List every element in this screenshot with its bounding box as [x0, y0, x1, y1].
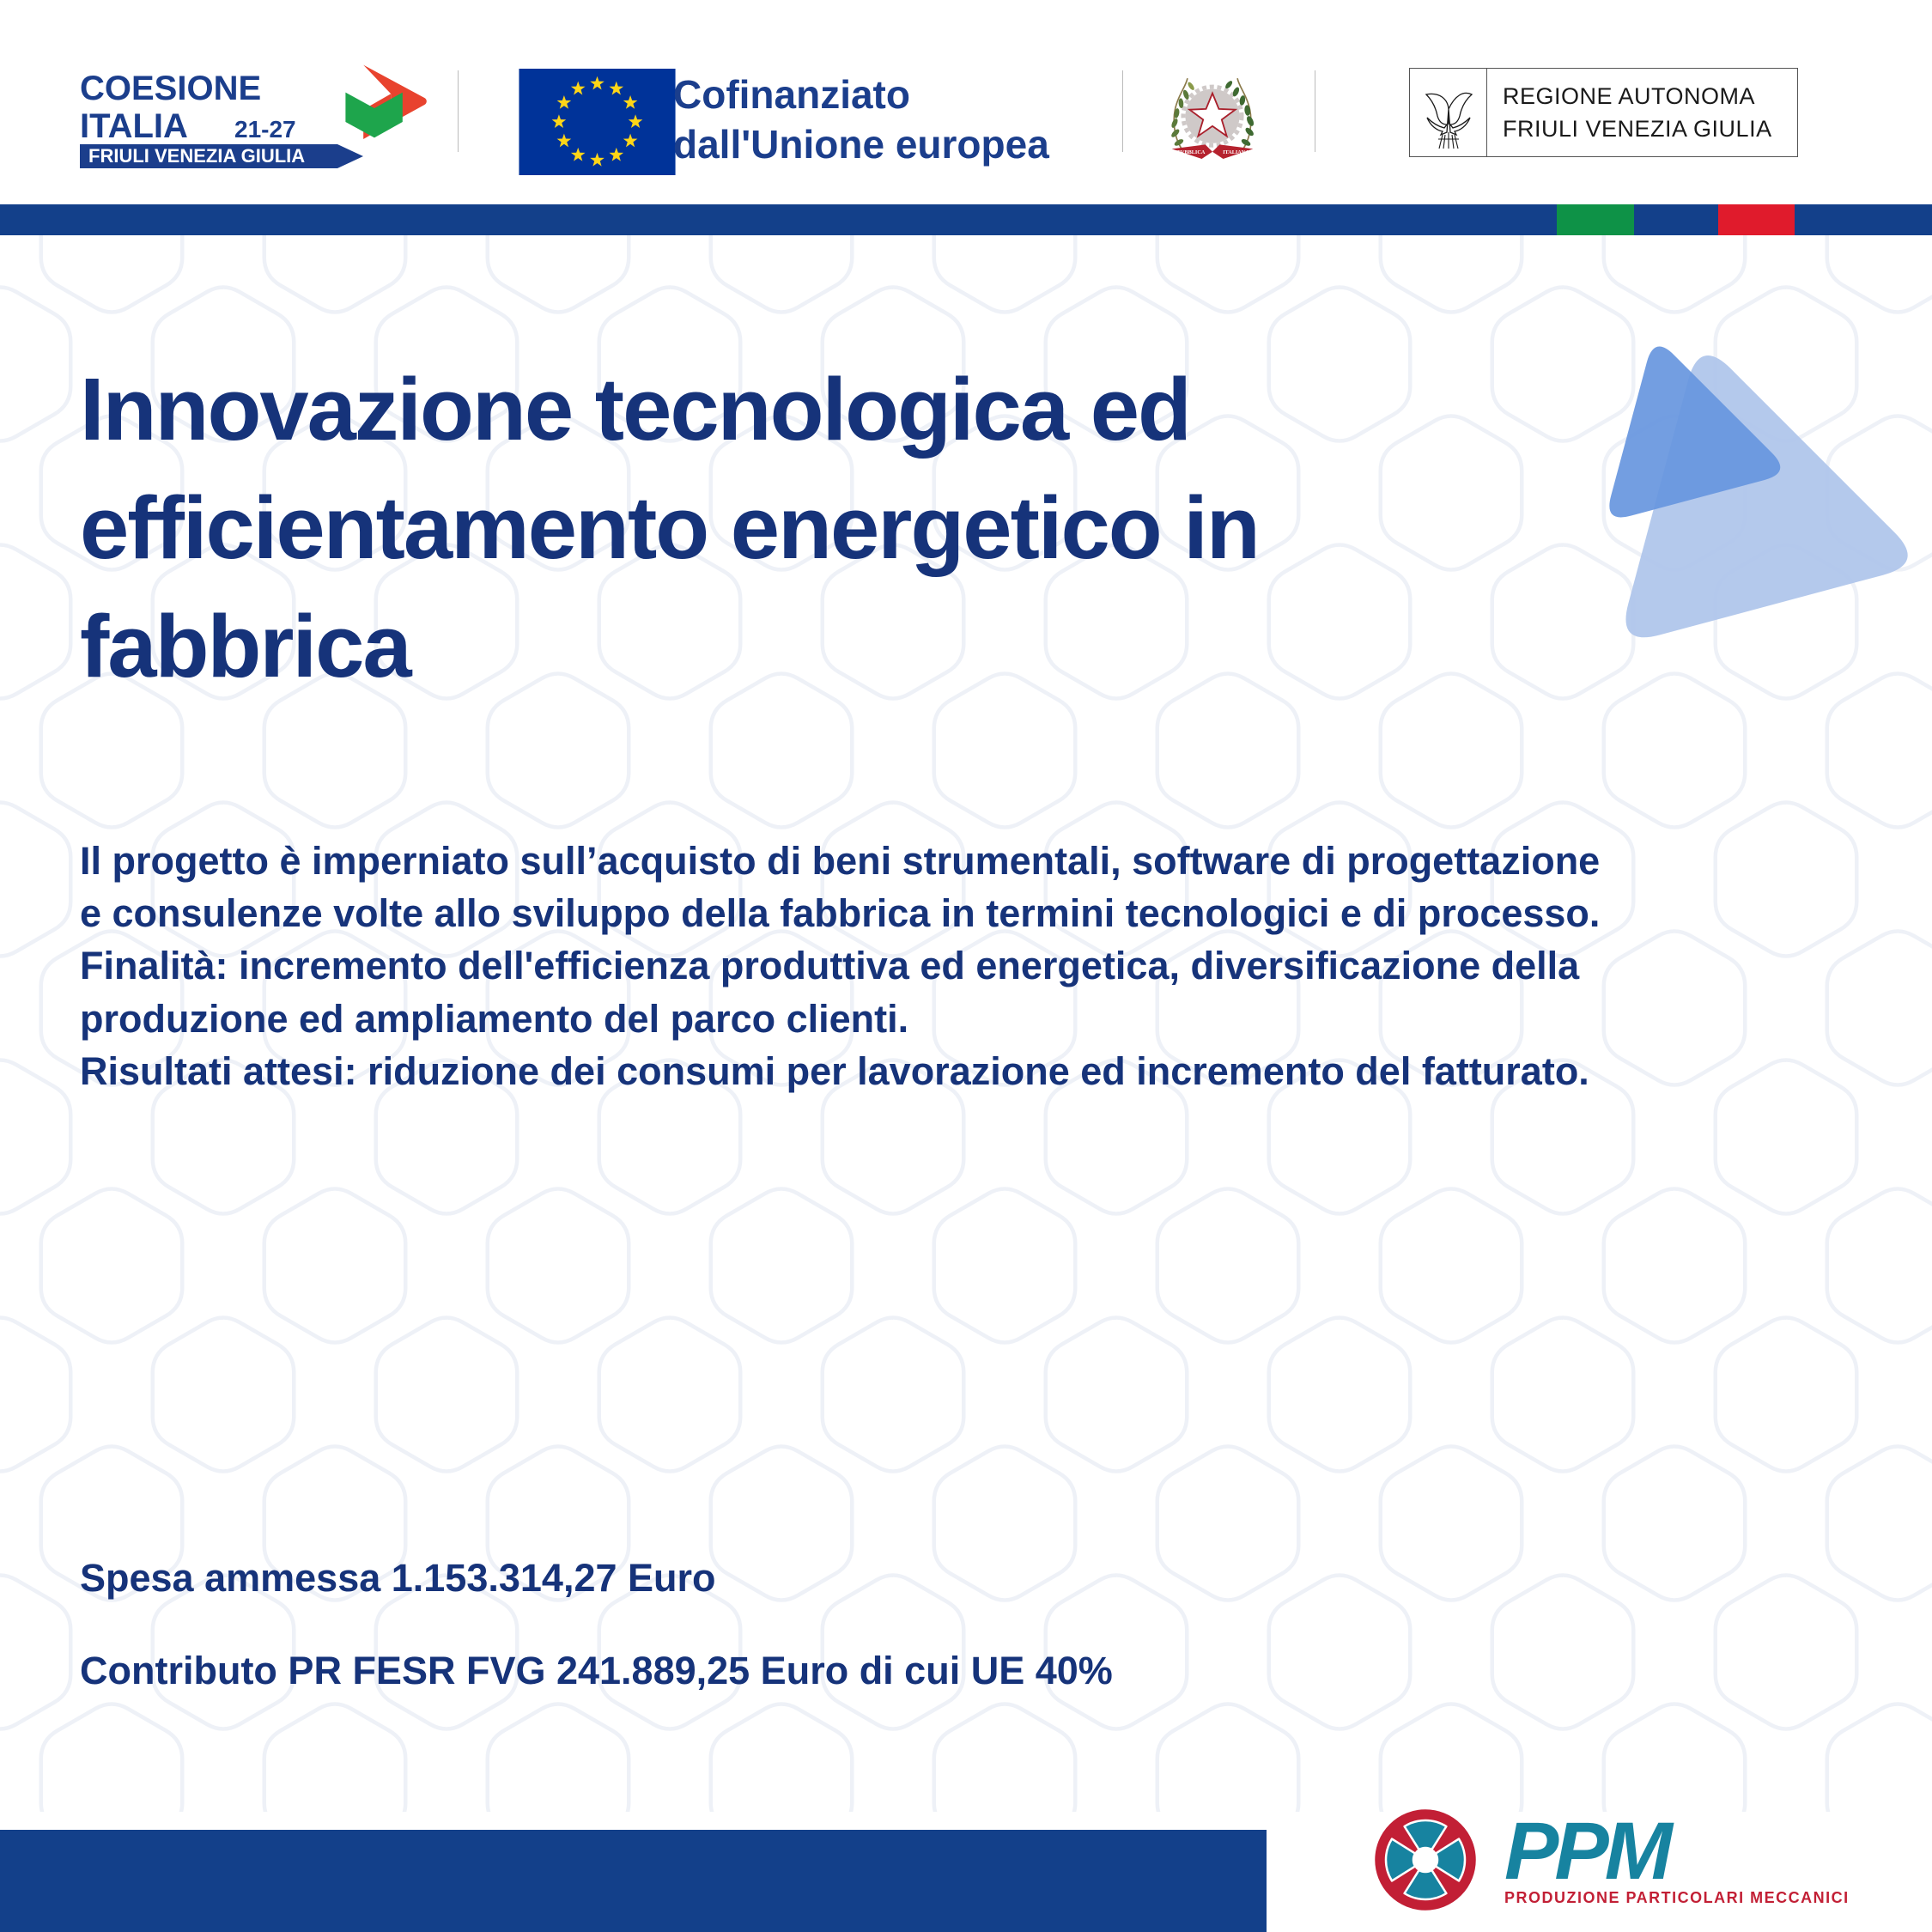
- svg-text:COESIONE: COESIONE: [80, 70, 261, 107]
- svg-text:ITALIA: ITALIA: [80, 107, 188, 145]
- svg-text:21-27: 21-27: [234, 116, 296, 143]
- svg-text:PRODUZIONE PARTICOLARI MECCANI: PRODUZIONE PARTICOLARI MECCANICI: [1504, 1889, 1850, 1906]
- svg-text:ITALIANA: ITALIANA: [1223, 149, 1249, 155]
- svg-text:REPVBBLICA: REPVBBLICA: [1170, 149, 1206, 155]
- svg-text:PPM: PPM: [1504, 1806, 1674, 1897]
- svg-text:FRIULI VENEZIA GIULIA: FRIULI VENEZIA GIULIA: [88, 145, 305, 167]
